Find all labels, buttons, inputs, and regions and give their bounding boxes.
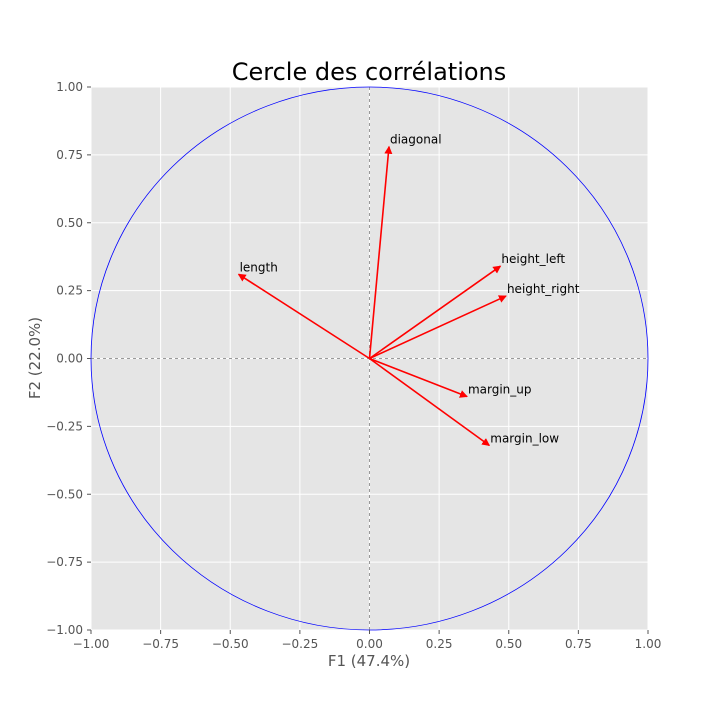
arrow-line — [368, 145, 393, 359]
variable-arrow-length: length — [237, 260, 370, 360]
variable-arrow-height-right: height_right — [369, 282, 580, 360]
y-tick-label: 0.75 — [56, 148, 83, 162]
x-tick-label: −1.00 — [73, 637, 110, 651]
chart-title: Cercle des corrélations — [232, 58, 507, 86]
variable-label: height_left — [501, 252, 565, 266]
y-tick-label: 0.50 — [56, 216, 83, 230]
variable-label: height_right — [507, 282, 580, 296]
variable-arrow-margin-low: margin_low — [369, 357, 559, 447]
y-tick-label: −0.75 — [46, 555, 83, 569]
arrow-line — [369, 357, 491, 447]
arrow-line — [369, 265, 502, 360]
y-tick-label: 0.25 — [56, 284, 83, 298]
y-axis-label: F2 (22.0%) — [26, 317, 44, 399]
x-tick-label: 1.00 — [635, 637, 662, 651]
y-tick-label: −0.25 — [46, 419, 83, 433]
variable-label: margin_up — [468, 383, 532, 397]
y-tick-label: −0.50 — [46, 487, 83, 501]
y-tick-label: −1.00 — [46, 623, 83, 637]
arrow-line — [237, 273, 370, 360]
variable-label: diagonal — [390, 133, 442, 147]
variable-label: margin_low — [490, 431, 559, 445]
x-tick-label: −0.25 — [281, 637, 318, 651]
variable-arrow-height-left: height_left — [369, 252, 565, 360]
arrow-line — [369, 357, 468, 398]
x-tick-label: −0.75 — [142, 637, 179, 651]
variable-label: length — [240, 260, 278, 274]
x-tick-label: 0.00 — [356, 637, 383, 651]
variable-arrows: diagonal height_left height_right length mar… — [237, 133, 580, 447]
variable-arrow-margin-up: margin_up — [369, 357, 532, 398]
variable-arrow-diagonal: diagonal — [368, 133, 442, 359]
x-tick-label: 0.50 — [495, 637, 522, 651]
x-tick-label: 0.75 — [565, 637, 592, 651]
arrow-line — [369, 295, 507, 360]
y-tick-label: 1.00 — [56, 80, 83, 94]
y-tick-label: 0.00 — [56, 352, 83, 366]
x-tick-label: 0.25 — [426, 637, 453, 651]
x-axis-label: F1 (47.4%) — [328, 652, 410, 670]
tick-labels: −1.00−1.00 −0.75 −0.75 −0.50 −0.50 −0.25 −0.25… — [46, 80, 661, 651]
x-tick-label: −0.50 — [212, 637, 249, 651]
